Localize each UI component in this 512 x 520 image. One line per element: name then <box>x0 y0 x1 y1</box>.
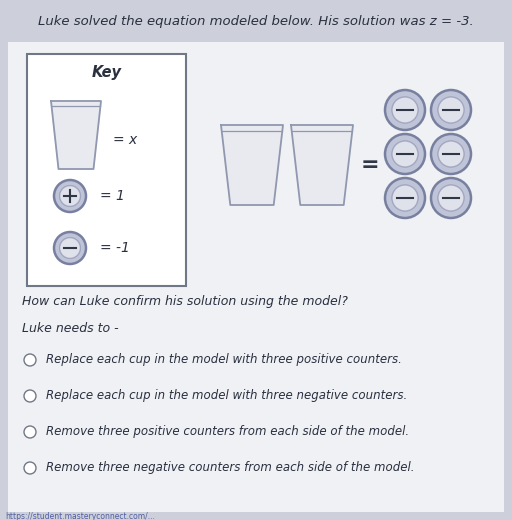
Text: =: = <box>360 155 379 175</box>
Circle shape <box>385 178 425 218</box>
Text: Luke solved the equation modeled below. His solution was z = -3.: Luke solved the equation modeled below. … <box>38 16 474 29</box>
Circle shape <box>59 186 80 206</box>
Circle shape <box>431 90 471 130</box>
Text: Remove three positive counters from each side of the model.: Remove three positive counters from each… <box>46 425 409 438</box>
Text: = x: = x <box>113 133 137 147</box>
FancyBboxPatch shape <box>8 42 504 512</box>
Circle shape <box>59 238 80 258</box>
Text: = -1: = -1 <box>100 241 130 255</box>
Polygon shape <box>291 125 353 205</box>
Circle shape <box>54 180 86 212</box>
Text: How can Luke confirm his solution using the model?: How can Luke confirm his solution using … <box>22 295 348 308</box>
Polygon shape <box>51 101 101 169</box>
Text: Replace each cup in the model with three negative counters.: Replace each cup in the model with three… <box>46 389 407 402</box>
FancyBboxPatch shape <box>27 54 186 286</box>
Circle shape <box>438 97 464 123</box>
Text: Luke needs to -: Luke needs to - <box>22 321 119 334</box>
Circle shape <box>392 97 418 123</box>
Circle shape <box>431 134 471 174</box>
Circle shape <box>24 426 36 438</box>
Text: Remove three negative counters from each side of the model.: Remove three negative counters from each… <box>46 462 415 474</box>
Circle shape <box>392 141 418 167</box>
Circle shape <box>24 462 36 474</box>
Circle shape <box>24 390 36 402</box>
Polygon shape <box>221 125 283 205</box>
Circle shape <box>54 232 86 264</box>
Circle shape <box>24 354 36 366</box>
Text: Replace each cup in the model with three positive counters.: Replace each cup in the model with three… <box>46 354 402 367</box>
Circle shape <box>392 185 418 211</box>
Text: Key: Key <box>92 66 121 81</box>
Text: = 1: = 1 <box>100 189 125 203</box>
Circle shape <box>438 141 464 167</box>
Circle shape <box>385 90 425 130</box>
Text: https://student.masteryconnect.com/...: https://student.masteryconnect.com/... <box>5 512 155 520</box>
Circle shape <box>438 185 464 211</box>
Circle shape <box>385 134 425 174</box>
Circle shape <box>431 178 471 218</box>
